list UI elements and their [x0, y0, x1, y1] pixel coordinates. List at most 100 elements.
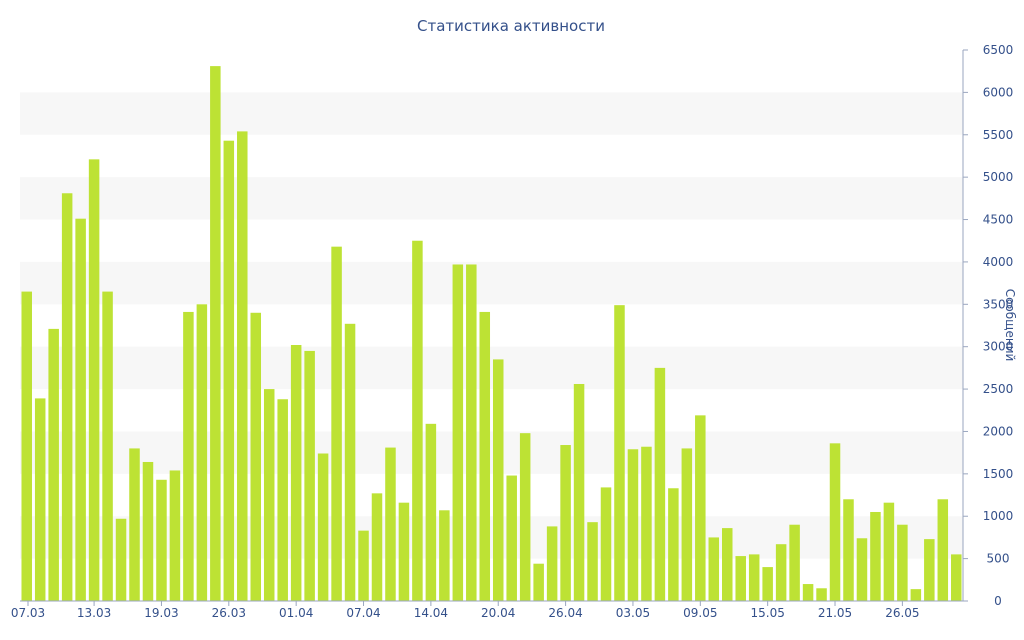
bar[interactable]	[937, 499, 949, 601]
bar[interactable]	[263, 389, 275, 601]
x-tick-label: 01.04	[279, 606, 313, 620]
bar[interactable]	[883, 502, 895, 601]
x-tick-label: 26.05	[885, 606, 919, 620]
x-axis: 07.03 13.03 19.03 26.03 01.04 07.04 14.04 20.04…	[11, 600, 963, 620]
x-tick-label: 19.03	[144, 606, 178, 620]
bar[interactable]	[587, 522, 598, 601]
bar[interactable]	[102, 291, 113, 601]
bar[interactable]	[142, 461, 154, 601]
bar[interactable]	[708, 537, 720, 601]
bar[interactable]	[452, 264, 464, 601]
y-tick-label: 6500	[983, 43, 1014, 57]
bar[interactable]	[358, 530, 369, 601]
bar[interactable]	[196, 304, 208, 601]
bar[interactable]	[627, 449, 639, 601]
bar[interactable]	[277, 399, 288, 601]
bar[interactable]	[775, 544, 787, 601]
y-tick-label: 500	[987, 552, 1010, 566]
bar[interactable]	[897, 524, 908, 601]
bar[interactable]	[61, 193, 73, 601]
bar[interactable]	[371, 493, 383, 601]
bar[interactable]	[668, 488, 679, 601]
bar[interactable]	[412, 240, 423, 602]
bar[interactable]	[681, 448, 693, 601]
x-tick-label: 09.05	[683, 606, 717, 620]
bar[interactable]	[156, 479, 167, 601]
chart-title: Статистика активности	[417, 17, 605, 35]
y-tick-label: 1500	[983, 467, 1014, 481]
bar[interactable]	[573, 383, 585, 601]
bar[interactable]	[560, 445, 571, 601]
bar[interactable]	[492, 359, 504, 601]
bar[interactable]	[533, 563, 544, 601]
bar[interactable]	[317, 453, 329, 602]
bar[interactable]	[951, 554, 962, 601]
bar[interactable]	[641, 446, 652, 601]
x-tick-label: 21.05	[818, 606, 852, 620]
bar[interactable]	[88, 159, 100, 601]
y-tick-label: 4500	[983, 213, 1014, 227]
bar[interactable]	[425, 423, 437, 601]
bar[interactable]	[924, 539, 935, 601]
x-tick-label: 20.04	[481, 606, 515, 620]
x-tick-label: 13.03	[77, 606, 111, 620]
bar[interactable]	[843, 499, 854, 601]
bar[interactable]	[210, 66, 221, 602]
bar[interactable]	[385, 447, 396, 601]
bar[interactable]	[115, 518, 127, 601]
x-tick-label: 26.03	[212, 606, 246, 620]
bar[interactable]	[735, 556, 746, 601]
bar[interactable]	[870, 511, 881, 601]
bar[interactable]	[748, 554, 760, 601]
bar[interactable]	[237, 131, 248, 601]
bar[interactable]	[546, 526, 558, 601]
bar[interactable]	[304, 350, 315, 601]
bar[interactable]	[48, 328, 59, 601]
bar[interactable]	[331, 246, 342, 601]
bar[interactable]	[250, 312, 262, 601]
bar[interactable]	[223, 140, 235, 601]
bar[interactable]	[439, 510, 450, 601]
x-tick-label: 26.04	[548, 606, 582, 620]
bar[interactable]	[856, 538, 868, 601]
bar[interactable]	[506, 475, 517, 601]
grid-band	[20, 92, 963, 135]
bar[interactable]	[183, 311, 194, 601]
bar[interactable]	[614, 305, 625, 601]
bar[interactable]	[816, 588, 827, 601]
bar[interactable]	[802, 584, 814, 601]
bar[interactable]	[789, 524, 800, 601]
grid-band	[20, 346, 963, 390]
bar[interactable]	[398, 502, 410, 601]
bar[interactable]	[169, 470, 181, 601]
y-tick-label: 4000	[983, 255, 1014, 269]
y-tick-label: 2500	[983, 382, 1014, 396]
x-tick-label: 07.04	[346, 606, 380, 620]
x-tick-label: 03.05	[616, 606, 650, 620]
bar[interactable]	[479, 311, 491, 601]
grid-band	[20, 177, 963, 220]
bar[interactable]	[600, 487, 612, 601]
bar[interactable]	[722, 528, 733, 601]
bar[interactable]	[21, 291, 32, 601]
grid-band	[20, 261, 963, 305]
bar[interactable]	[75, 218, 86, 601]
bar[interactable]	[654, 367, 666, 601]
y-tick-label: 5000	[983, 170, 1014, 184]
bar[interactable]	[519, 433, 531, 601]
bar[interactable]	[129, 448, 140, 601]
bar[interactable]	[829, 443, 841, 601]
bar[interactable]	[290, 345, 302, 601]
bar[interactable]	[466, 264, 477, 601]
x-tick-label: 15.05	[750, 606, 784, 620]
bar[interactable]	[910, 589, 922, 601]
grid-band	[20, 431, 963, 474]
y-axis: 0 500 1000 1500 2000 2500 3000 3500 4000 4500 5000…	[962, 43, 1014, 608]
bar[interactable]	[762, 567, 773, 601]
bar[interactable]	[695, 415, 706, 601]
bar[interactable]	[344, 323, 356, 601]
x-tick-label: 07.03	[11, 606, 45, 620]
bars-group	[21, 66, 962, 602]
bar[interactable]	[34, 398, 46, 601]
